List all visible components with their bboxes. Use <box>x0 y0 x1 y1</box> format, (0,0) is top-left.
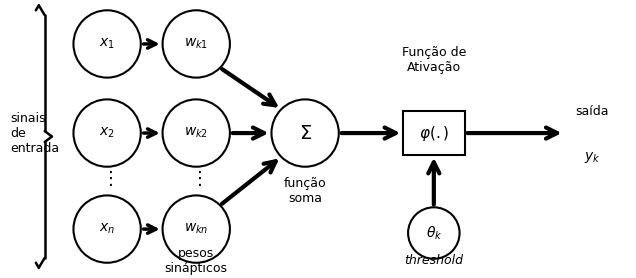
Text: função
soma: função soma <box>284 177 326 205</box>
Bar <box>403 111 464 155</box>
Text: $\theta_k$: $\theta_k$ <box>425 224 442 242</box>
Text: saída: saída <box>576 105 609 118</box>
Text: threshold: threshold <box>404 254 464 267</box>
Text: $w_{k1}$: $w_{k1}$ <box>184 37 209 51</box>
Text: Função de
Ativação: Função de Ativação <box>402 46 466 74</box>
Circle shape <box>163 195 230 263</box>
Text: $w_{kn}$: $w_{kn}$ <box>184 222 209 236</box>
Text: $\vdots$: $\vdots$ <box>101 169 113 188</box>
Text: $\vdots$: $\vdots$ <box>190 169 202 188</box>
Circle shape <box>74 195 141 263</box>
Circle shape <box>74 10 141 78</box>
Text: $y_k$: $y_k$ <box>584 150 600 165</box>
Text: pesos
sinápticos: pesos sinápticos <box>165 247 228 275</box>
Text: $\varphi(.)$: $\varphi(.)$ <box>418 123 449 143</box>
Circle shape <box>163 10 230 78</box>
Text: $x_1$: $x_1$ <box>99 37 115 51</box>
Text: $x_n$: $x_n$ <box>99 222 115 236</box>
Text: $w_{k2}$: $w_{k2}$ <box>184 126 209 140</box>
Text: $\Sigma$: $\Sigma$ <box>299 123 312 143</box>
Text: sinais
de
entrada: sinais de entrada <box>10 111 59 155</box>
Circle shape <box>272 100 339 167</box>
Circle shape <box>163 100 230 167</box>
Circle shape <box>74 100 141 167</box>
Text: $x_2$: $x_2$ <box>99 126 115 140</box>
Circle shape <box>408 207 460 259</box>
